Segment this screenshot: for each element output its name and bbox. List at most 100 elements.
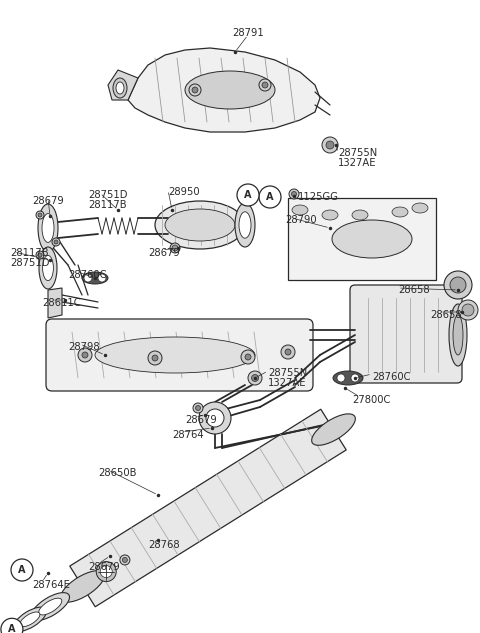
Ellipse shape [82, 272, 108, 284]
Circle shape [450, 277, 466, 293]
Circle shape [326, 141, 334, 149]
Ellipse shape [185, 71, 275, 109]
Ellipse shape [322, 210, 338, 220]
Text: 28611C: 28611C [42, 298, 81, 308]
Circle shape [337, 374, 345, 382]
Ellipse shape [38, 204, 58, 252]
Circle shape [193, 403, 203, 413]
Ellipse shape [292, 205, 308, 215]
Text: 28751D: 28751D [88, 190, 128, 200]
Text: 28760C: 28760C [372, 372, 410, 382]
Circle shape [148, 351, 162, 365]
Ellipse shape [43, 255, 53, 280]
Ellipse shape [239, 212, 251, 238]
Text: 28679: 28679 [185, 415, 217, 425]
Circle shape [52, 238, 60, 246]
Text: 28679: 28679 [148, 248, 180, 258]
Text: 28790: 28790 [285, 215, 317, 225]
Ellipse shape [113, 78, 127, 98]
Polygon shape [48, 288, 62, 318]
Circle shape [281, 345, 295, 359]
Text: 28650B: 28650B [98, 468, 136, 478]
Ellipse shape [449, 304, 467, 366]
Circle shape [36, 211, 44, 219]
Text: 28764: 28764 [172, 430, 204, 440]
Ellipse shape [199, 402, 231, 434]
Text: A: A [18, 565, 26, 575]
Circle shape [259, 79, 271, 91]
Circle shape [259, 186, 281, 208]
Text: 28755N: 28755N [268, 368, 307, 378]
Polygon shape [288, 198, 436, 280]
Circle shape [262, 82, 268, 88]
Circle shape [122, 558, 127, 563]
Text: 28658: 28658 [430, 310, 462, 320]
Circle shape [189, 84, 201, 96]
Ellipse shape [235, 203, 255, 247]
Text: 28950: 28950 [168, 187, 200, 197]
Circle shape [285, 349, 291, 355]
Circle shape [444, 271, 472, 299]
Circle shape [78, 348, 92, 362]
Text: 28764E: 28764E [32, 580, 70, 590]
Circle shape [120, 555, 130, 565]
Circle shape [170, 243, 180, 253]
Ellipse shape [352, 210, 368, 220]
Polygon shape [128, 48, 320, 132]
Circle shape [351, 374, 359, 382]
Polygon shape [108, 70, 138, 100]
Circle shape [192, 87, 198, 93]
Circle shape [241, 350, 255, 364]
Circle shape [237, 184, 259, 206]
Circle shape [11, 559, 33, 581]
Circle shape [245, 354, 251, 360]
Text: 28679: 28679 [32, 196, 64, 206]
Ellipse shape [206, 409, 224, 427]
Ellipse shape [116, 82, 124, 94]
Circle shape [291, 192, 297, 196]
Ellipse shape [60, 571, 104, 602]
FancyBboxPatch shape [46, 319, 313, 391]
Ellipse shape [13, 607, 47, 632]
Ellipse shape [39, 598, 62, 615]
Circle shape [36, 251, 44, 259]
Text: A: A [8, 624, 16, 633]
Text: 28751D: 28751D [10, 258, 49, 268]
Ellipse shape [312, 414, 355, 445]
Ellipse shape [333, 371, 363, 385]
Circle shape [38, 253, 42, 257]
Circle shape [172, 245, 178, 251]
Circle shape [152, 355, 158, 361]
Circle shape [195, 406, 201, 410]
Text: 28760C: 28760C [68, 270, 107, 280]
Circle shape [322, 137, 338, 153]
Circle shape [100, 566, 112, 577]
Ellipse shape [20, 612, 40, 627]
Ellipse shape [31, 592, 70, 620]
Text: A: A [244, 190, 252, 200]
Text: 27800C: 27800C [352, 395, 390, 405]
Circle shape [252, 375, 259, 382]
Text: A: A [266, 192, 274, 202]
Text: 28117B: 28117B [10, 248, 48, 258]
Circle shape [96, 561, 116, 582]
Circle shape [38, 213, 42, 217]
Text: 28768: 28768 [148, 540, 180, 550]
Ellipse shape [332, 220, 412, 258]
Text: 28117B: 28117B [88, 200, 127, 210]
Circle shape [82, 352, 88, 358]
Ellipse shape [412, 203, 428, 213]
Text: 28679: 28679 [88, 562, 120, 572]
Ellipse shape [453, 315, 463, 355]
Circle shape [54, 240, 58, 244]
Text: 1125GG: 1125GG [298, 192, 339, 202]
Ellipse shape [42, 213, 54, 242]
Ellipse shape [392, 207, 408, 217]
Ellipse shape [95, 337, 255, 373]
Text: 28798: 28798 [68, 342, 100, 352]
Circle shape [84, 274, 92, 282]
Text: 28658: 28658 [398, 285, 430, 295]
Ellipse shape [39, 247, 57, 289]
Circle shape [248, 371, 262, 385]
Text: 1327AE: 1327AE [338, 158, 376, 168]
